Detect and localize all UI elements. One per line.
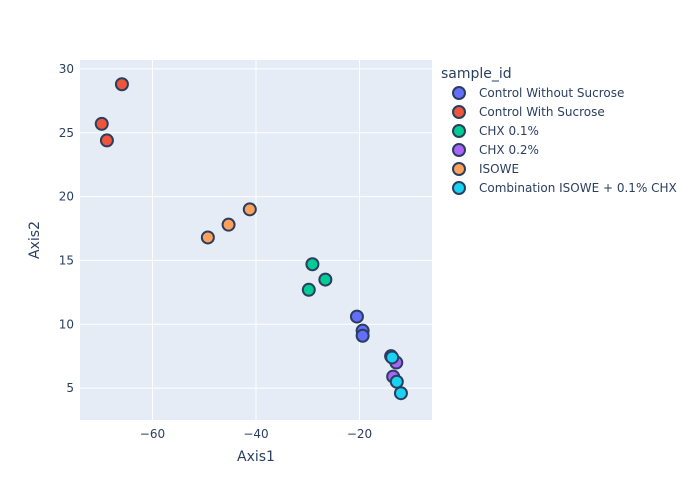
legend-item[interactable]: ISOWE xyxy=(452,162,519,176)
legend-item[interactable]: Combination ISOWE + 0.1% CHX xyxy=(452,181,677,195)
data-point[interactable] xyxy=(393,386,408,401)
legend-title: sample_id xyxy=(441,66,512,82)
y-tick-label: 15 xyxy=(59,253,74,267)
data-point[interactable] xyxy=(94,116,109,131)
legend-item[interactable]: Control Without Sucrose xyxy=(452,86,624,100)
x-axis-ticks: −60 −40 −20 xyxy=(140,427,372,441)
legend-item[interactable]: CHX 0.2% xyxy=(452,143,539,157)
x-tick-label: −20 xyxy=(347,427,372,441)
legend-marker xyxy=(452,86,466,100)
data-point[interactable] xyxy=(221,217,236,232)
data-point[interactable] xyxy=(305,257,320,272)
x-tick-label: −40 xyxy=(243,427,268,441)
legend-marker xyxy=(452,181,466,195)
data-point[interactable] xyxy=(318,272,333,287)
series-group xyxy=(301,257,333,297)
legend-label: ISOWE xyxy=(479,162,519,176)
y-axis-ticks: 5 10 15 20 25 30 xyxy=(59,62,74,395)
legend-label: Combination ISOWE + 0.1% CHX xyxy=(479,181,677,195)
data-point[interactable] xyxy=(385,350,400,365)
series-group xyxy=(349,309,370,343)
legend-label: Control Without Sucrose xyxy=(479,86,624,100)
legend-marker xyxy=(452,162,466,176)
data-point[interactable] xyxy=(114,77,129,92)
y-tick-label: 25 xyxy=(59,126,74,140)
data-point[interactable] xyxy=(389,374,404,389)
data-point[interactable] xyxy=(242,202,257,217)
legend-label: CHX 0.1% xyxy=(479,124,539,138)
grid xyxy=(80,60,432,420)
y-tick-label: 10 xyxy=(59,317,74,331)
data-point[interactable] xyxy=(355,328,370,343)
legend-items[interactable]: Control Without Sucrose Control With Sucr… xyxy=(452,86,677,195)
series-group xyxy=(94,77,129,148)
data-point[interactable] xyxy=(200,230,215,245)
legend-label: CHX 0.2% xyxy=(479,143,539,157)
y-tick-label: 30 xyxy=(59,62,74,76)
x-tick-label: −60 xyxy=(140,427,165,441)
y-tick-label: 20 xyxy=(59,190,74,204)
data-points[interactable] xyxy=(94,77,408,401)
data-point[interactable] xyxy=(301,282,316,297)
data-point[interactable] xyxy=(99,133,114,148)
y-tick-label: 5 xyxy=(66,381,74,395)
legend-label: Control With Sucrose xyxy=(479,105,605,119)
legend-marker xyxy=(452,143,466,157)
series-group xyxy=(200,202,257,245)
legend-item[interactable]: CHX 0.1% xyxy=(452,124,539,138)
legend-marker xyxy=(452,105,466,119)
y-axis-title: Axis2 xyxy=(27,221,43,259)
data-point[interactable] xyxy=(349,309,364,324)
x-axis-title: Axis1 xyxy=(237,449,275,465)
legend-item[interactable]: Control With Sucrose xyxy=(452,105,605,119)
series-group xyxy=(385,350,408,401)
legend-marker xyxy=(452,124,466,138)
legend: sample_id Control Without SucroseControl… xyxy=(441,66,677,195)
